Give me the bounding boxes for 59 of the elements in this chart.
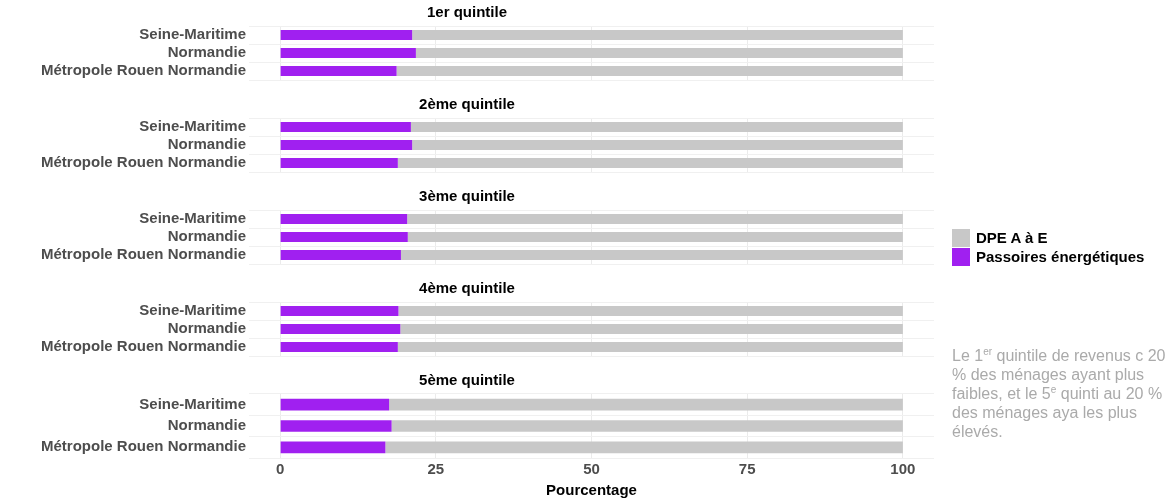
y-tick-label: Métropole Rouen Normandie	[40, 337, 246, 355]
y-tick-label: Normandie	[167, 416, 246, 434]
x-tick-label: 75	[738, 460, 756, 478]
bar	[385, 441, 903, 454]
y-tick-label: Métropole Rouen Normandie	[40, 245, 246, 263]
x-tick-label: 100	[890, 460, 916, 478]
x-tick-label: 50	[583, 460, 600, 478]
text: Le 1$^{er}$ quintile de revenus c 20 % des ménages ayant plus faibles, et le 5$^{e}$ quinti au 20 % des ménages aya les plus élevés.	[952, 345, 1166, 440]
bar	[280, 48, 416, 58]
chart-title: 5ème quintile	[419, 371, 515, 389]
bar	[280, 324, 401, 334]
bar	[389, 398, 903, 411]
bar	[400, 250, 903, 260]
bar	[280, 122, 411, 132]
bar	[412, 140, 903, 150]
bar	[280, 306, 399, 316]
bar	[280, 30, 413, 40]
y-tick-label: Normandie	[167, 135, 246, 153]
bar	[280, 158, 398, 168]
bar	[407, 232, 903, 242]
bar	[280, 420, 392, 432]
bar	[280, 342, 398, 352]
bar	[412, 30, 903, 40]
x-tick-label: 25	[427, 460, 445, 478]
chart-title: 1er quintile	[426, 3, 508, 21]
y-tick-label: Normandie	[167, 43, 246, 61]
y-tick-label: Métropole Rouen Normandie	[40, 153, 246, 171]
y-tick-label: Seine-Maritime	[139, 394, 246, 412]
x-tick-label: 0	[275, 460, 285, 478]
x-axis-title: Pourcentage	[546, 481, 637, 499]
legend-label: Passoires énergétiques	[976, 248, 1145, 265]
chart-title: 3ème quintile	[419, 187, 515, 205]
bar	[410, 122, 903, 132]
bar	[397, 158, 903, 168]
bar	[396, 66, 903, 76]
chart-title: 4ème quintile	[419, 279, 515, 297]
bar	[280, 232, 408, 242]
y-tick-label: Seine-Maritime	[139, 209, 246, 227]
chart-title: 2ème quintile	[419, 95, 515, 113]
bar	[400, 324, 903, 334]
bar	[280, 398, 390, 411]
bar	[397, 342, 903, 352]
bar	[280, 250, 401, 260]
bar	[415, 48, 903, 58]
y-tick-label: Métropole Rouen Normandie	[40, 437, 246, 455]
bar	[407, 214, 903, 224]
bar	[280, 140, 413, 150]
y-tick-label: Seine-Maritime	[139, 301, 246, 319]
y-tick-label: Normandie	[167, 319, 246, 337]
y-tick-label: Normandie	[167, 227, 246, 245]
bar	[280, 214, 408, 224]
legend-label: DPE A à E	[976, 229, 1048, 246]
bar	[398, 306, 903, 316]
y-tick-label: Seine-Maritime	[139, 25, 246, 43]
y-tick-label: Métropole Rouen Normandie	[40, 61, 246, 79]
bar	[280, 441, 386, 454]
bar	[280, 66, 397, 76]
bar	[391, 420, 903, 432]
y-tick-label: Seine-Maritime	[139, 117, 246, 135]
